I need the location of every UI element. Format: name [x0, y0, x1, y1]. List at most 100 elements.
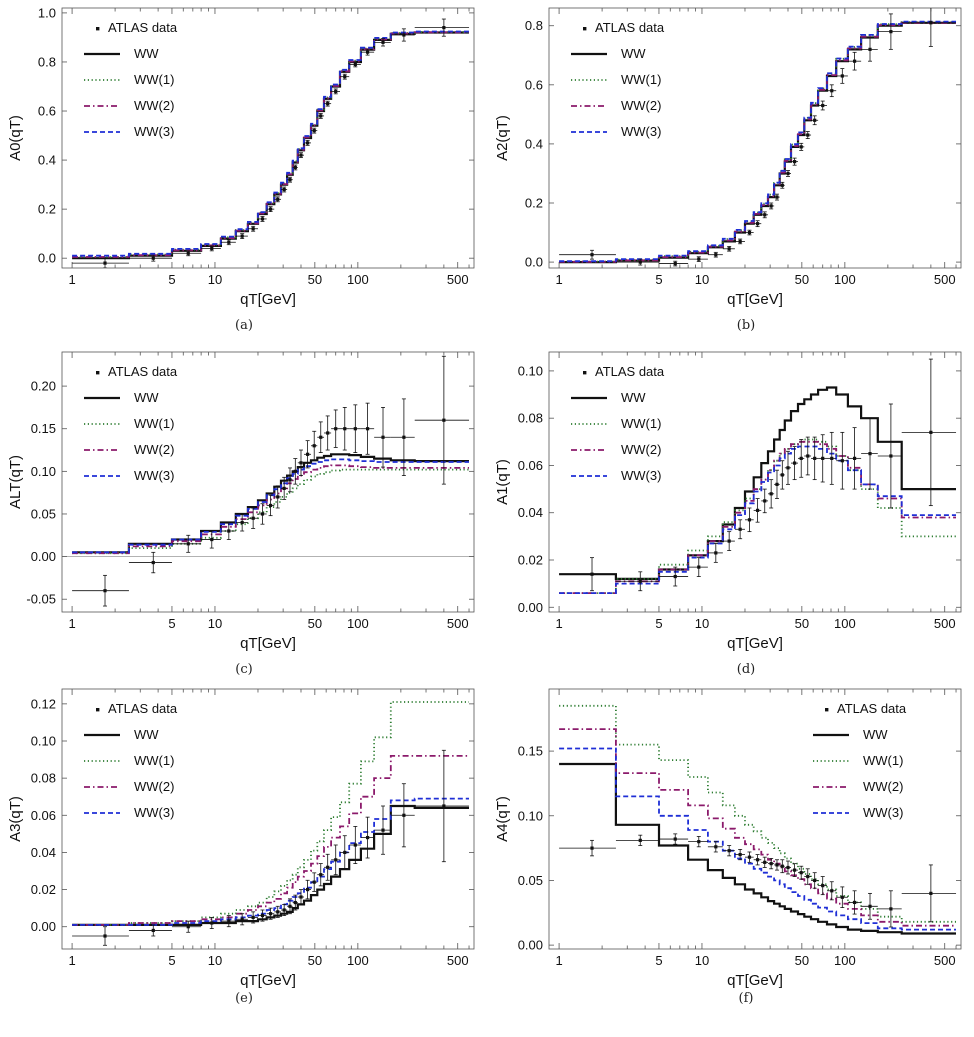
- x-tick-label: 5: [168, 953, 175, 968]
- y-tick-label: 0.12: [31, 696, 56, 711]
- data-point: [103, 261, 107, 265]
- plot-area: [559, 358, 957, 594]
- data-point: [840, 74, 844, 78]
- legend: ATLAS data WW WW(1) WW(2) WW(3): [84, 20, 178, 139]
- plot-frame: [61, 688, 475, 950]
- legend-label: WW(2): [134, 779, 174, 794]
- data-point: [697, 840, 701, 844]
- y-tick-label: 0.20: [31, 379, 56, 394]
- data-point: [821, 456, 825, 460]
- panel-a-caption: (a): [235, 318, 253, 333]
- data-point: [889, 454, 893, 458]
- data-point: [151, 560, 155, 565]
- legend-label: ATLAS data: [595, 20, 665, 35]
- series-ww2: [559, 728, 956, 927]
- data-point: [319, 435, 323, 439]
- x-tick-label: 10: [695, 272, 709, 287]
- data-point: [299, 153, 303, 157]
- data-point: [402, 33, 406, 37]
- y-tick-label: 0.02: [518, 553, 543, 568]
- data-point: [260, 913, 265, 918]
- data-point: [673, 574, 677, 579]
- legend: ATLAS data WW WW(1) WW(2) WW(3): [84, 701, 178, 820]
- legend-marker: [96, 27, 100, 31]
- y-tick-label: -0.05: [26, 592, 56, 607]
- panel-f-caption: (f): [738, 991, 754, 1006]
- x-tick-label: 50: [795, 616, 809, 631]
- plot-area: [559, 8, 957, 267]
- y-tick-label: 0.02: [31, 882, 56, 897]
- data-point: [727, 849, 731, 853]
- data-point: [747, 518, 752, 522]
- y-tick-label: 0.15: [31, 421, 56, 436]
- series-ww3: [72, 458, 469, 554]
- y-tick-label: 0.4: [525, 136, 543, 151]
- x-tick-label: 1: [68, 616, 75, 631]
- y-tick-label: 0.00: [518, 600, 543, 615]
- x-tick-label: 1: [68, 953, 75, 968]
- x-tick-label: 5: [655, 953, 662, 968]
- y-tick-label: 0.05: [518, 873, 543, 888]
- data-point: [769, 204, 773, 208]
- x-tick-label: 1: [555, 953, 562, 968]
- data-point: [251, 516, 255, 520]
- y-tick-label: 0.00: [518, 938, 543, 953]
- data-point: [151, 256, 155, 260]
- data-point: [306, 141, 310, 145]
- data-point: [227, 529, 231, 533]
- data-point: [343, 850, 347, 855]
- y-tick-label: 0.2: [525, 196, 543, 211]
- data-point: [852, 456, 857, 460]
- x-tick-label: 100: [347, 616, 369, 631]
- data-point: [353, 843, 357, 847]
- legend: ATLAS data WW WW(1) WW(2) WW(3): [571, 364, 665, 483]
- data-point: [227, 240, 231, 244]
- legend-label: WW(1): [134, 416, 174, 431]
- x-tick-label: 500: [934, 953, 956, 968]
- x-tick-label: 100: [834, 953, 856, 968]
- data-point: [821, 103, 825, 108]
- data-point: [793, 868, 797, 872]
- data-point: [381, 828, 385, 832]
- series-ww3: [72, 30, 469, 257]
- panel-c-chart: -0.05 0.00 0.05 0.10 0.15 0.20 1 5 10 50 100 500 qT[…: [7, 351, 475, 652]
- data-point: [251, 915, 255, 920]
- legend-label: WW(2): [134, 98, 174, 113]
- data-point: [312, 444, 316, 448]
- data-point: [763, 860, 767, 864]
- data-point: [763, 499, 767, 503]
- panel-c-caption: (c): [235, 662, 253, 677]
- x-tick-label: 100: [834, 272, 856, 287]
- data-point: [381, 435, 385, 439]
- panel-e-caption: (e): [235, 991, 253, 1006]
- legend: ATLAS data WW WW(1) WW(2) WW(3): [813, 701, 907, 820]
- data-point: [780, 183, 784, 187]
- y-tick-label: 0.08: [31, 771, 56, 786]
- data-point: [353, 62, 357, 67]
- data-point: [806, 454, 810, 458]
- legend-label: WW(2): [621, 98, 661, 113]
- series-ww: [72, 31, 469, 260]
- data-point: [299, 461, 303, 465]
- data-point: [697, 257, 701, 261]
- data-point: [590, 253, 594, 257]
- data-point: [755, 858, 760, 862]
- x-tick-label: 50: [308, 616, 322, 631]
- plot-frame: [61, 351, 475, 613]
- legend-label: WW: [863, 727, 888, 742]
- legend-label: WW(2): [621, 442, 661, 457]
- data-point: [673, 261, 677, 266]
- data-point: [326, 865, 330, 869]
- data-point: [929, 430, 933, 434]
- data-point: [288, 904, 292, 908]
- series-ww2: [72, 755, 469, 926]
- data-point: [251, 227, 255, 231]
- series-ww3: [559, 20, 956, 263]
- legend-label: WW(1): [621, 416, 661, 431]
- panel-f-chart: 0.00 0.05 0.10 0.15 1 5 10 50 100 500 qT[GeV] A4(qT…: [494, 688, 962, 989]
- data-point: [590, 572, 594, 576]
- data-point: [714, 253, 718, 257]
- data-point: [747, 855, 752, 859]
- data-point: [365, 427, 370, 431]
- data-point: [755, 222, 760, 226]
